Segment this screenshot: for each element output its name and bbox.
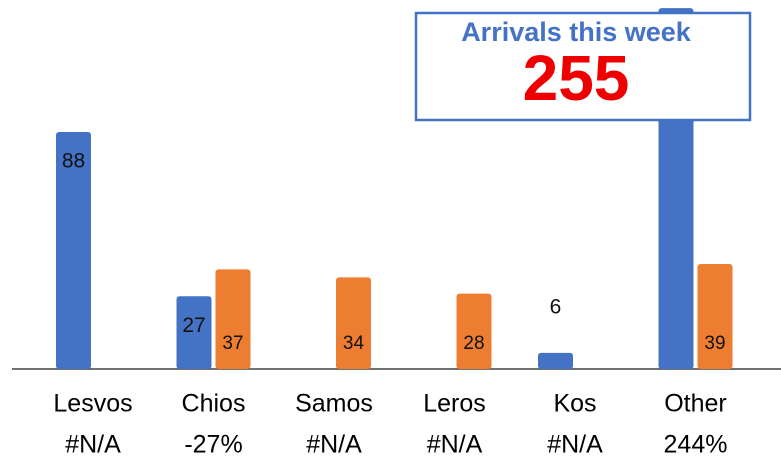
x-tick-label: Chios (182, 390, 246, 418)
category-note: #N/A (547, 431, 603, 459)
category-note: -27% (184, 431, 242, 459)
data-label: 28 (463, 333, 484, 354)
annotation-box (414, 11, 752, 122)
data-label: 39 (704, 333, 725, 354)
data-label: 34 (343, 333, 365, 354)
category-note: #N/A (65, 431, 121, 459)
bar (215, 269, 251, 369)
bar (336, 277, 371, 369)
x-tick-label: Lesvos (53, 390, 132, 418)
data-label: 6 (550, 295, 562, 318)
bar (176, 296, 212, 369)
x-tick-label: Kos (553, 390, 596, 418)
x-tick-label: Other (664, 390, 727, 418)
bar (697, 263, 733, 369)
bar (56, 131, 91, 369)
annotation-value: 255 (523, 42, 630, 114)
annotation-title: Arrivals this week (461, 17, 692, 47)
x-tick-label: Leros (423, 390, 486, 418)
data-label: 37 (222, 333, 243, 354)
bar (538, 352, 573, 369)
x-tick-label: Samos (295, 390, 373, 418)
category-note: #N/A (427, 431, 483, 459)
category-note: 244% (664, 431, 728, 459)
category-note: #N/A (306, 431, 362, 459)
data-label: 88 (62, 150, 85, 173)
data-label: 27 (182, 314, 205, 337)
bar (456, 293, 492, 369)
